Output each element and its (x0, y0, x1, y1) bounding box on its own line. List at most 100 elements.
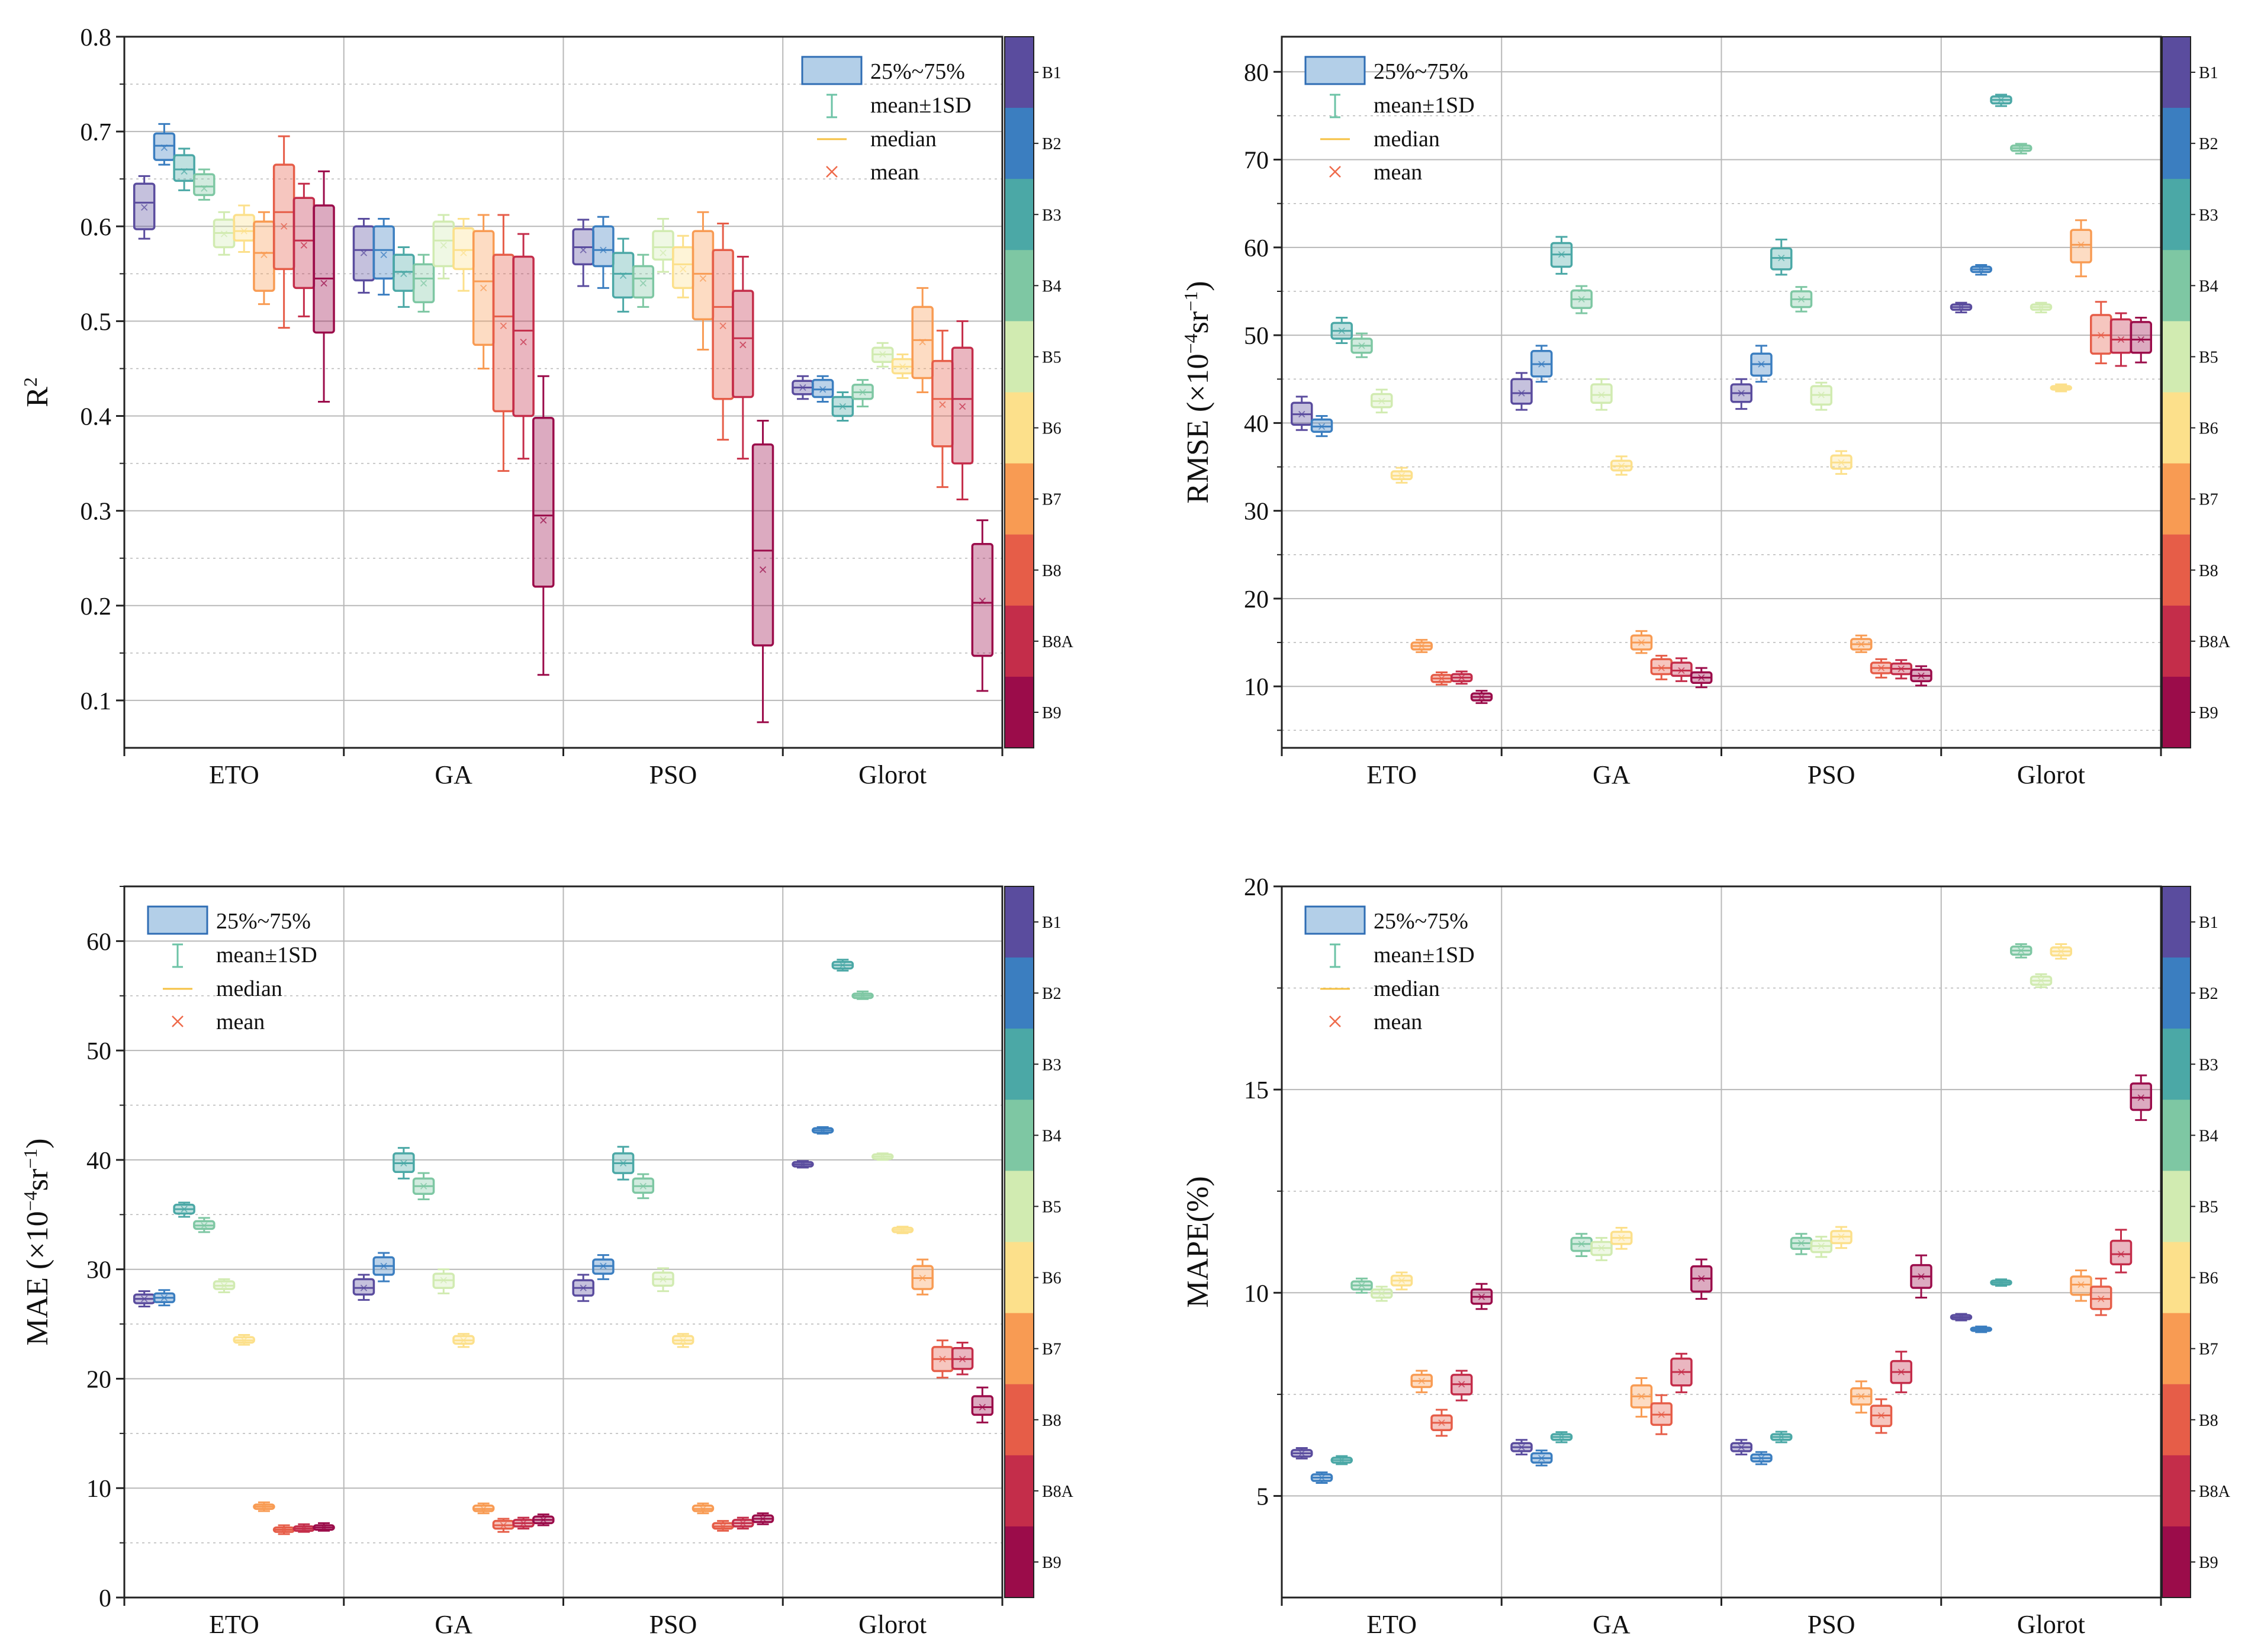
colorbar-segment (1005, 37, 1034, 108)
mean-marker (460, 1337, 467, 1344)
box-Glorot-B5 (871, 342, 894, 368)
box-PSO-B7 (692, 1502, 715, 1515)
box-PSO-B6 (671, 1333, 694, 1348)
mape-panel: 5 10 15 20 ETO GA PSO Glorot MAPE(%) 25%~75% mean±… (1181, 874, 2231, 1639)
colorbar-label-b8a: B8A (2199, 633, 2231, 651)
box-GA-B8A (512, 1516, 535, 1530)
y-tick-label: 40 (86, 1148, 111, 1175)
box-GA-B2 (1530, 345, 1553, 383)
box-Glorot-B2 (1970, 1325, 1992, 1333)
mean-marker (939, 1355, 946, 1362)
box-PSO-B3 (612, 237, 635, 313)
colorbar-label-b6: B6 (1042, 420, 1062, 438)
box-Glorot-B8 (931, 329, 954, 488)
colorbar-label-b9: B9 (1042, 704, 1062, 722)
mean-marker (420, 279, 427, 287)
box-Glorot-B8 (2090, 1277, 2112, 1316)
x-tick-label-eto: ETO (1366, 1610, 1417, 1639)
mean-marker (1518, 1444, 1525, 1451)
mean-marker (1898, 665, 1905, 673)
y-tick-label: 20 (1244, 874, 1269, 901)
mean-marker (580, 1284, 587, 1291)
colorbar-label-b3: B3 (1042, 1056, 1062, 1074)
box-Glorot-B8 (2090, 301, 2112, 365)
box-ETO-B8A (292, 1523, 316, 1533)
mean-marker (1877, 664, 1885, 671)
mean-marker (1418, 1377, 1425, 1384)
mean-marker (1678, 1368, 1685, 1375)
colorbar-frame (1004, 36, 1034, 748)
mean-marker (919, 338, 926, 346)
box-Glorot-B6 (891, 1226, 914, 1235)
box-ETO-B7 (1410, 1370, 1433, 1393)
x-tick-label-glorot: Glorot (858, 760, 927, 789)
colorbar-segment (2162, 957, 2191, 1029)
box-PSO-B5 (1810, 1236, 1832, 1258)
box-ETO-B2 (1310, 415, 1333, 438)
mean-marker (2057, 948, 2064, 955)
x-tick-label-pso: PSO (649, 760, 697, 789)
mean-marker (1338, 1457, 1345, 1464)
colorbar-segment (1005, 463, 1034, 535)
rmse-panel: 10 20 30 40 50 60 70 80 ETO GA PSO Glorot RMSE (×10−… (1180, 36, 2231, 789)
y-tick-label: 0.5 (81, 308, 112, 336)
mean-marker (1318, 423, 1326, 430)
box-PSO-B1 (1730, 1439, 1752, 1455)
box-ETO-B6 (1390, 1271, 1413, 1291)
y-tick-label: 0.4 (81, 404, 112, 431)
colorbar-segment (1005, 1313, 1034, 1385)
mean-marker (380, 1262, 387, 1269)
box-PSO-B5 (652, 1267, 674, 1293)
colorbar-label-b7: B7 (1042, 1341, 1062, 1359)
mean-marker (1578, 1240, 1585, 1248)
box-GA-B9 (1690, 1258, 1713, 1300)
x-tick-label-ga: GA (435, 1610, 472, 1639)
mean-marker (899, 1226, 906, 1233)
x-tick-label-glorot: Glorot (2017, 760, 2085, 789)
box-Glorot-B3 (831, 959, 854, 972)
legend-median-label: median (870, 127, 937, 152)
colorbar-label-b8: B8 (2199, 1412, 2218, 1430)
colorbar-label-b1: B1 (1042, 914, 1062, 932)
box-GA-B3 (1550, 236, 1573, 275)
mean-marker (1998, 97, 2005, 104)
mean-marker (141, 1295, 148, 1303)
box-PSO-B8 (712, 1520, 734, 1532)
mean-marker (639, 279, 647, 287)
x-tick-label-pso: PSO (1808, 1610, 1855, 1639)
box-ETO-B3 (1330, 1455, 1353, 1465)
legend-iqr-label: 25%~75% (216, 909, 311, 934)
colorbar-label-b8: B8 (2199, 562, 2218, 580)
colorbar-segment (2162, 463, 2191, 535)
colorbar-label-b1: B1 (1042, 64, 1062, 82)
mean-marker (1478, 693, 1485, 700)
mean-marker (1478, 1293, 1485, 1300)
box-GA-B4 (1570, 1233, 1593, 1258)
x-tick-label-eto: ETO (209, 760, 259, 789)
mean-marker (1538, 1454, 1545, 1462)
mae-panel: 0 10 20 30 40 50 60 ETO GA PSO Glorot MAE (×10−4sr−… (20, 885, 1074, 1639)
colorbar-segment (2162, 1100, 2191, 1171)
box-ETO-B1 (1291, 396, 1313, 431)
mean-marker (2098, 1295, 2105, 1303)
y-axis-label: MAE (×10−4sr−1) (20, 1138, 54, 1345)
mean-marker (1298, 410, 1305, 418)
box-PSO-B7 (1850, 634, 1873, 653)
y-tick-label: 0 (99, 1585, 111, 1612)
colorbar-segment (2162, 1313, 2191, 1385)
box-PSO-B3 (1770, 239, 1793, 276)
mean-marker (839, 403, 846, 410)
box-PSO-B4 (1790, 1233, 1813, 1255)
legend-iqr-label: 25%~75% (870, 59, 965, 84)
box-GA-B4 (412, 253, 435, 313)
mean-marker (739, 1519, 747, 1526)
box-PSO-B1 (572, 218, 594, 287)
box-GA-B5 (1590, 1237, 1613, 1261)
box-GA-B9 (1690, 667, 1713, 689)
mean-marker (2057, 384, 2064, 391)
mean-marker (440, 1277, 447, 1284)
box-Glorot-B5 (2030, 301, 2053, 314)
box-Glorot-B8A (2109, 1229, 2133, 1274)
box-Glorot-B4 (2010, 943, 2032, 959)
box-ETO-B3 (1330, 316, 1353, 344)
